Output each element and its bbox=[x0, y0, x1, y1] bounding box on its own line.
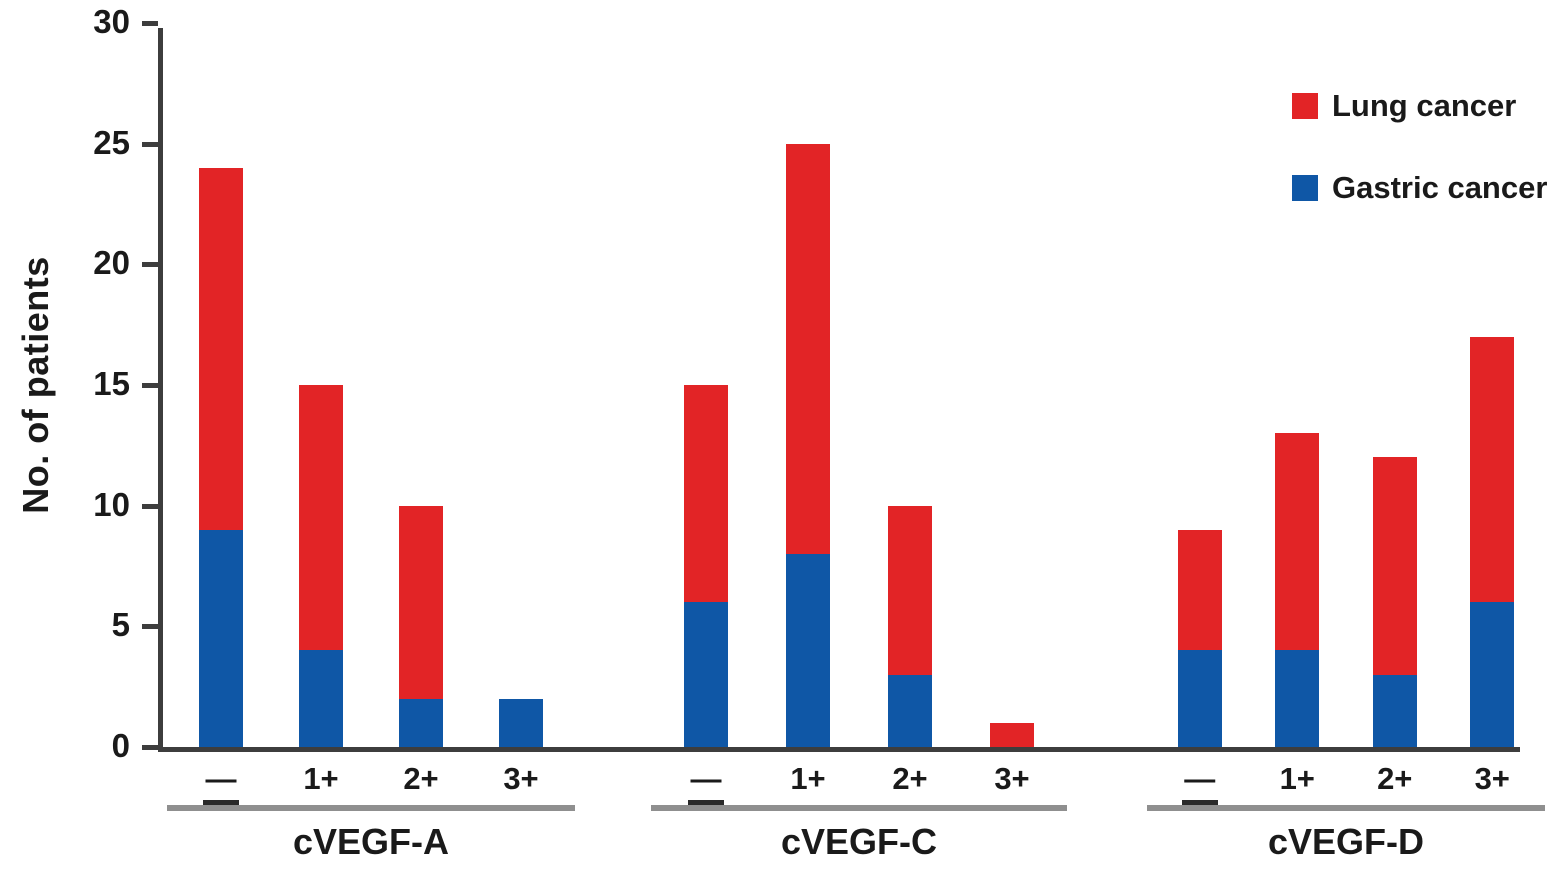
bar-slot: 3+ bbox=[471, 28, 571, 796]
category-label: 2+ bbox=[1377, 761, 1413, 796]
bar-segment-lung-cancer bbox=[399, 505, 443, 699]
bar-slot: 2+ bbox=[859, 28, 961, 796]
bars-row: — 1+ 2+ 3+ bbox=[655, 28, 1063, 805]
bar-slot: 3+ bbox=[1444, 28, 1542, 796]
bar-slot: 2+ bbox=[1346, 28, 1444, 796]
category-label: 3+ bbox=[1474, 761, 1510, 796]
group-label: cVEGF-C bbox=[780, 821, 938, 862]
y-tick-label: 30 bbox=[93, 3, 130, 40]
y-tick-mark bbox=[142, 141, 158, 147]
bar-slot: 3+ bbox=[961, 28, 1063, 796]
category-label: 1+ bbox=[303, 761, 339, 796]
bars-row: — 1+ 2+ 3+ bbox=[171, 28, 571, 805]
minus-category-glyph: — bbox=[203, 763, 239, 805]
y-tick-label: 15 bbox=[93, 365, 130, 402]
chart-group-cvegf-d: — 1+ 2+ 3+ cVEGF-D bbox=[1147, 28, 1545, 862]
bar-slot: 1+ bbox=[1249, 28, 1347, 796]
y-tick-label: 10 bbox=[93, 485, 130, 523]
y-tick-label: 25 bbox=[93, 123, 130, 161]
legend-swatch bbox=[1292, 93, 1318, 119]
y-tick-label: 0 bbox=[111, 727, 130, 764]
y-axis-label: No. of patients bbox=[15, 256, 56, 514]
category-label: 2+ bbox=[403, 761, 439, 796]
y-tick-mark bbox=[142, 624, 158, 630]
legend-label: Lung cancer bbox=[1332, 88, 1517, 123]
legend: Lung cancer Gastric cancer bbox=[1292, 88, 1547, 206]
bar-segment-gastric-cancer bbox=[1275, 650, 1320, 747]
bar-segment-lung-cancer bbox=[888, 505, 932, 675]
bar-segment-lung-cancer bbox=[199, 167, 243, 530]
stacked-bar bbox=[299, 385, 343, 747]
stacked-bar bbox=[1275, 433, 1320, 747]
category-label: 3+ bbox=[994, 761, 1030, 796]
stacked-bar bbox=[1372, 457, 1417, 747]
bar-segment-gastric-cancer bbox=[684, 602, 728, 747]
stacked-bar bbox=[990, 722, 1034, 747]
y-tick-mark bbox=[142, 745, 158, 750]
bar-segment-gastric-cancer bbox=[1470, 602, 1515, 747]
category-label: 2+ bbox=[892, 761, 928, 796]
bar-slot: — bbox=[171, 28, 271, 805]
bar-segment-lung-cancer bbox=[299, 385, 343, 651]
group-underline bbox=[651, 805, 1067, 811]
bars-row: — 1+ 2+ 3+ bbox=[1151, 28, 1542, 805]
stacked-bar bbox=[684, 385, 728, 747]
legend-label: Gastric cancer bbox=[1332, 170, 1548, 205]
bar-segment-gastric-cancer bbox=[1372, 674, 1417, 747]
minus-category-glyph: — bbox=[688, 763, 724, 805]
y-tick-mark bbox=[142, 503, 158, 509]
group-underline bbox=[1147, 805, 1545, 811]
legend-item-gastric-cancer: Gastric cancer bbox=[1292, 170, 1547, 206]
y-tick-mark bbox=[142, 21, 158, 26]
bar-segment-gastric-cancer bbox=[399, 698, 443, 747]
bar-segment-lung-cancer bbox=[684, 385, 728, 603]
group-label: cVEGF-A bbox=[292, 821, 450, 862]
bar-slot: — bbox=[655, 28, 757, 805]
bar-segment-lung-cancer bbox=[1372, 457, 1417, 675]
bar-segment-gastric-cancer bbox=[888, 674, 932, 747]
y-tick-label: 20 bbox=[93, 244, 130, 282]
stacked-bar bbox=[888, 505, 932, 747]
stacked-bar bbox=[499, 698, 543, 747]
group-label: cVEGF-D bbox=[1267, 821, 1425, 862]
bar-slot: 2+ bbox=[371, 28, 471, 796]
legend-item-lung-cancer: Lung cancer bbox=[1292, 88, 1547, 124]
bar-segment-gastric-cancer bbox=[1177, 650, 1222, 747]
y-tick-mark bbox=[142, 383, 158, 388]
legend-swatch bbox=[1292, 175, 1318, 201]
bar-segment-gastric-cancer bbox=[199, 529, 243, 747]
group-underline bbox=[167, 805, 575, 811]
bar-segment-lung-cancer bbox=[1275, 433, 1320, 651]
bar-segment-lung-cancer bbox=[1177, 529, 1222, 651]
bar-segment-lung-cancer bbox=[990, 722, 1034, 747]
stacked-bar bbox=[1177, 529, 1222, 747]
stacked-bar bbox=[199, 167, 243, 747]
category-label: 1+ bbox=[790, 761, 826, 796]
stacked-bar bbox=[786, 143, 830, 747]
chart-group-cvegf-c: — 1+ 2+ 3+ cVEGF-C bbox=[651, 28, 1067, 862]
plot-area: 0 5 10 15 20 25 30 — 1+ 2+ 3+ cVEGF-A — 1+ 2+ 3+ cVEGF-C… bbox=[93, 3, 1545, 862]
stacked-bar bbox=[1470, 336, 1515, 747]
bar-segment-gastric-cancer bbox=[786, 553, 830, 747]
bar-slot: 1+ bbox=[757, 28, 859, 796]
bar-slot: — bbox=[1151, 28, 1249, 805]
bar-segment-lung-cancer bbox=[786, 143, 830, 554]
y-tick-mark bbox=[142, 262, 158, 268]
bar-slot: 1+ bbox=[271, 28, 371, 796]
category-label: — bbox=[171, 761, 271, 805]
bar-segment-lung-cancer bbox=[1470, 336, 1515, 603]
category-label: 3+ bbox=[503, 761, 539, 796]
minus-category-glyph: — bbox=[1181, 763, 1218, 805]
y-tick-label: 5 bbox=[111, 606, 130, 644]
stacked-bar bbox=[399, 505, 443, 747]
chart-group-cvegf-a: — 1+ 2+ 3+ cVEGF-A bbox=[167, 28, 575, 862]
bar-segment-gastric-cancer bbox=[499, 698, 543, 747]
bar-segment-gastric-cancer bbox=[299, 650, 343, 747]
category-label: — bbox=[655, 761, 757, 805]
category-label: 1+ bbox=[1279, 761, 1315, 796]
category-label: — bbox=[1151, 761, 1249, 805]
